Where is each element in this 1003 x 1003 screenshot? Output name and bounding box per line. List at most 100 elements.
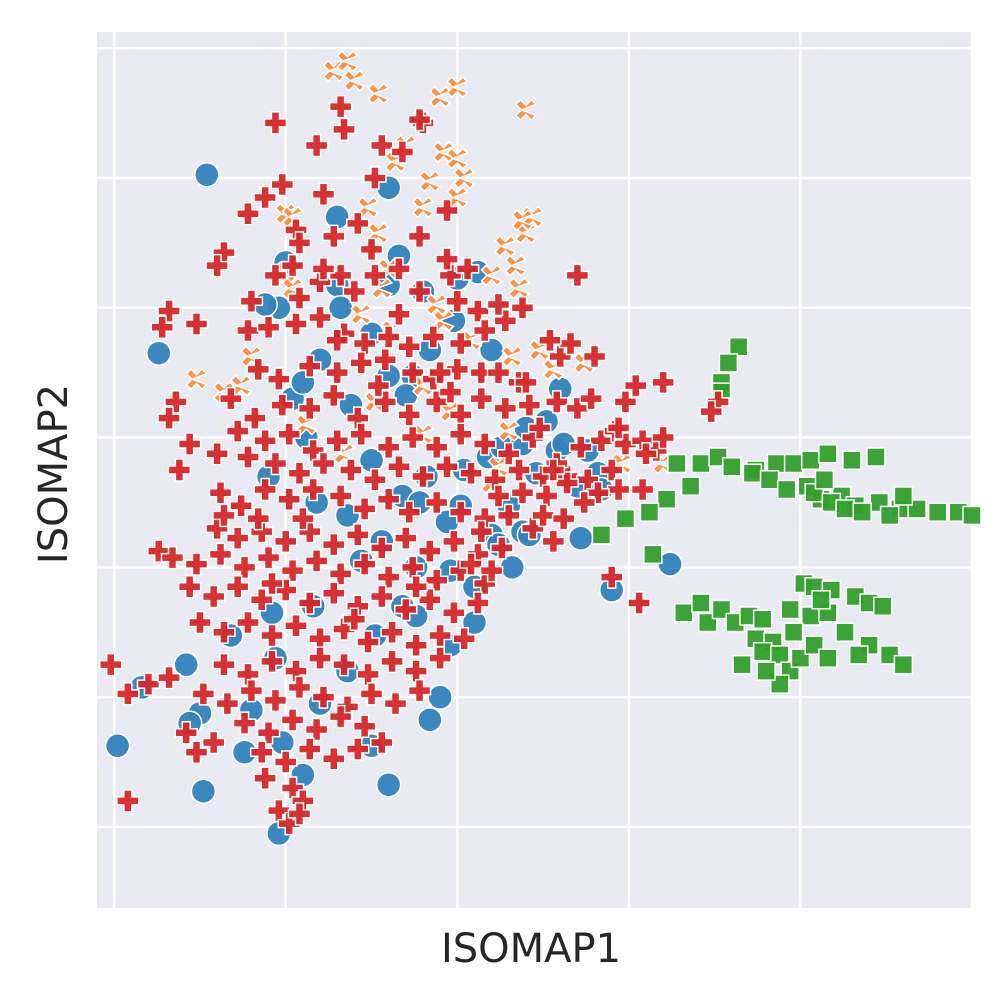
plus-point (225, 526, 250, 550)
plus-point (493, 396, 518, 421)
x-axis-label: ISOMAP1 (441, 926, 621, 972)
plus-point (352, 552, 377, 576)
x-point (446, 147, 469, 170)
plus-point (373, 347, 397, 372)
plus-point (311, 257, 336, 281)
plus-point (184, 312, 209, 336)
plus-point (164, 390, 188, 414)
plus-point (613, 390, 638, 414)
plus-point (356, 630, 380, 654)
plus-point (359, 682, 384, 706)
plus-point (280, 708, 305, 732)
plus-point (328, 704, 353, 729)
plus-point (469, 360, 494, 385)
circle-point (190, 778, 217, 804)
square-point (691, 593, 711, 613)
plus-point (497, 503, 521, 528)
square-point (927, 502, 948, 522)
plus-point (263, 111, 288, 135)
plus-point (287, 286, 312, 310)
plus-point (438, 263, 463, 288)
plus-point (284, 613, 308, 638)
plus-point (521, 516, 545, 541)
plus-point (459, 461, 483, 485)
x-point (432, 309, 455, 332)
x-series (185, 50, 675, 495)
plus-point (201, 730, 226, 755)
plus-point (322, 224, 346, 249)
plus-point (370, 730, 394, 755)
plus-point (428, 360, 452, 385)
square-point (800, 606, 821, 626)
plus-point (572, 490, 597, 515)
square-series (591, 336, 982, 694)
plus-point (325, 360, 349, 385)
x-point (514, 98, 538, 121)
plus-point (225, 419, 250, 443)
plus-point (311, 685, 336, 709)
plus-point (380, 620, 404, 644)
plus-point (363, 263, 387, 288)
plus-point (394, 597, 418, 622)
square-point (780, 599, 800, 620)
plus-point (569, 435, 593, 460)
square-point (667, 453, 687, 474)
plus-point (352, 331, 377, 356)
plus-point (287, 231, 312, 255)
square-point (639, 502, 660, 522)
plus-point (297, 396, 322, 421)
plus-point (287, 461, 312, 485)
plus-point (448, 422, 473, 447)
plus-point (548, 344, 572, 369)
plus-point (387, 455, 411, 479)
circle-point (417, 707, 443, 733)
plus-point (469, 519, 494, 544)
plus-point (188, 610, 212, 635)
plus-point (325, 328, 349, 352)
plus-point (538, 328, 562, 352)
circle-point (568, 525, 594, 551)
plus-point (634, 442, 658, 466)
plus-point (263, 451, 288, 476)
plus-point (346, 523, 370, 547)
plus-point (280, 558, 305, 583)
plus-point (565, 396, 590, 421)
square-point (680, 476, 701, 496)
plus-point (493, 309, 518, 333)
plus-point (376, 565, 401, 589)
plus-point (479, 558, 504, 583)
plus-point (363, 166, 387, 190)
plus-point (160, 545, 185, 570)
x-point (367, 82, 390, 105)
plus-series (98, 94, 730, 836)
plus-point (346, 737, 370, 761)
square-point (722, 457, 742, 477)
plus-point (613, 432, 638, 456)
square-point (873, 596, 893, 617)
plus-point (370, 536, 394, 560)
square-point (783, 622, 804, 642)
plus-point (301, 477, 325, 502)
plus-point (277, 422, 301, 447)
plus-point (435, 247, 459, 271)
plus-point (304, 133, 329, 158)
plus-point (651, 425, 675, 450)
circle-point (375, 771, 402, 798)
plus-point (98, 652, 123, 677)
plus-point (514, 370, 538, 395)
plus-point (387, 257, 411, 281)
plus-point (651, 370, 675, 395)
plus-point (363, 467, 387, 492)
plus-point (551, 506, 576, 531)
plus-point (232, 711, 257, 735)
plus-point (322, 581, 346, 606)
plus-point (418, 539, 442, 563)
plus-point (373, 390, 397, 414)
square-point (728, 336, 749, 357)
plus-point (486, 484, 511, 508)
plus-point (445, 289, 470, 314)
plus-point (486, 292, 511, 317)
plus-point (359, 237, 384, 262)
plus-point (394, 526, 418, 550)
